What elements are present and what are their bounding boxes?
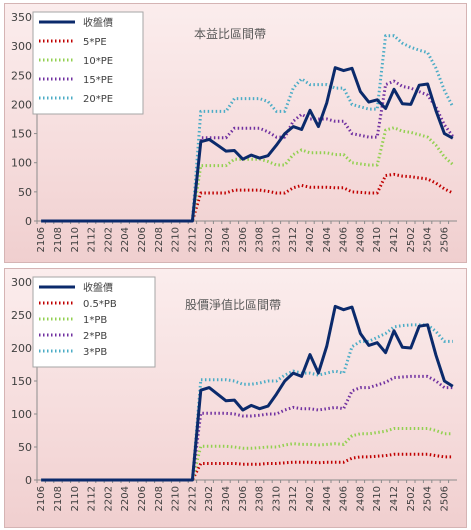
x-tick-label: 2202 bbox=[103, 227, 114, 252]
x-tick-label: 2210 bbox=[171, 486, 182, 511]
series-line-10*PE bbox=[41, 126, 454, 223]
x-tick-label: 2412 bbox=[389, 486, 400, 511]
x-tick-label: 2408 bbox=[355, 227, 366, 252]
x-tick-label: 2112 bbox=[87, 486, 98, 511]
y-tick-label: 50 bbox=[18, 441, 32, 454]
x-tick-label: 2312 bbox=[288, 486, 299, 511]
x-tick-label: 2404 bbox=[322, 227, 333, 252]
x-tick-label: 2408 bbox=[355, 486, 366, 511]
chart-title: 股價淨值比區間帶 bbox=[185, 297, 281, 312]
x-tick-label: 2202 bbox=[103, 486, 114, 511]
x-tick-label: 2306 bbox=[238, 486, 249, 511]
x-tick-label: 2312 bbox=[288, 227, 299, 252]
x-tick-label: 2412 bbox=[389, 227, 400, 252]
legend-label: 5*PE bbox=[83, 37, 107, 48]
x-tick-label: 2212 bbox=[187, 227, 198, 252]
x-tick-label: 2504 bbox=[423, 227, 434, 252]
x-tick-label: 2112 bbox=[87, 227, 98, 252]
x-tick-label: 2108 bbox=[53, 227, 64, 252]
pb-band-chart: 0 50 100 150 200 250 300 2106 2108 2110 2112 2202 22… bbox=[11, 276, 457, 511]
y-tick-label: 150 bbox=[11, 375, 32, 388]
legend-label: 10*PE bbox=[83, 56, 113, 67]
series-line-5*PE bbox=[41, 172, 454, 223]
y-tick-label: 200 bbox=[11, 98, 32, 111]
x-tick-label: 2308 bbox=[255, 227, 266, 252]
x-tick-label: 2210 bbox=[171, 227, 182, 252]
x-tick-label: 2406 bbox=[339, 486, 350, 511]
x-tick-label: 2108 bbox=[53, 486, 64, 511]
y-tick-label: 300 bbox=[11, 40, 32, 53]
y-tick-label: 150 bbox=[11, 128, 32, 141]
x-tick-label: 2402 bbox=[305, 486, 316, 511]
x-tick-label: 2502 bbox=[406, 227, 417, 252]
x-tick-label: 2404 bbox=[322, 486, 333, 511]
x-tick-label: 2110 bbox=[70, 486, 81, 511]
x-tick-label: 2406 bbox=[339, 227, 350, 252]
x-tick-label: 2106 bbox=[36, 227, 47, 252]
legend-label: 1*PB bbox=[83, 315, 107, 326]
pe-band-panel: 0 50 100 150 200 250 300 350 2106 2108 2110 2112 220… bbox=[4, 3, 467, 263]
y-tick-label: 50 bbox=[18, 186, 32, 199]
series-line-0.5*PB bbox=[41, 452, 453, 482]
series-line-收盤價 bbox=[41, 304, 454, 482]
y-tick-label: 100 bbox=[11, 408, 32, 421]
chart-title: 本益比區間帶 bbox=[194, 27, 266, 41]
x-tick-label: 2304 bbox=[221, 227, 232, 252]
x-tick-label: 2304 bbox=[221, 486, 232, 511]
legend-box bbox=[32, 276, 156, 368]
x-tick-label: 2308 bbox=[255, 486, 266, 511]
y-tick-label: 350 bbox=[11, 11, 32, 24]
series-line-2*PB bbox=[41, 374, 453, 482]
y-tick-label: 300 bbox=[11, 276, 32, 289]
x-tick-label: 2410 bbox=[372, 227, 383, 252]
x-tick-label: 2306 bbox=[238, 227, 249, 252]
legend-label: 收盤價 bbox=[83, 16, 113, 29]
y-tick-label: 200 bbox=[11, 342, 32, 355]
x-tick-label: 2504 bbox=[423, 486, 434, 511]
x-tick-label: 2208 bbox=[154, 227, 165, 252]
legend-label: 15*PE bbox=[83, 75, 113, 86]
y-tick-label: 0 bbox=[25, 474, 32, 487]
x-tick-label: 2204 bbox=[120, 227, 131, 252]
legend-label: 收盤價 bbox=[83, 281, 113, 294]
x-tick-label: 2502 bbox=[406, 486, 417, 511]
legend-label: 2*PB bbox=[83, 331, 107, 342]
y-tick-label: 250 bbox=[11, 69, 32, 82]
legend-label: 20*PE bbox=[83, 94, 113, 105]
x-tick-label: 2212 bbox=[187, 486, 198, 511]
x-tick-label: 2506 bbox=[439, 227, 450, 252]
x-tick-label: 2106 bbox=[36, 486, 47, 511]
y-tick-label: 100 bbox=[11, 157, 32, 170]
x-tick-label: 2402 bbox=[305, 227, 316, 252]
x-tick-label: 2110 bbox=[70, 227, 81, 252]
x-tick-label: 2310 bbox=[271, 486, 282, 511]
x-tick-label: 2310 bbox=[271, 227, 282, 252]
x-tick-label: 2206 bbox=[137, 227, 148, 252]
y-tick-label: 0 bbox=[25, 215, 32, 228]
x-tick-label: 2206 bbox=[137, 486, 148, 511]
y-tick-label: 250 bbox=[11, 309, 32, 322]
x-tick-label: 2410 bbox=[372, 486, 383, 511]
x-tick-label: 2302 bbox=[204, 227, 215, 252]
x-tick-label: 2302 bbox=[204, 486, 215, 511]
legend-label: 0.5*PB bbox=[83, 299, 117, 310]
x-tick-label: 2204 bbox=[120, 486, 131, 511]
legend-label: 3*PB bbox=[83, 347, 107, 358]
pb-band-panel: 0 50 100 150 200 250 300 2106 2108 2110 2112 2202 22… bbox=[4, 268, 467, 528]
x-tick-label: 2506 bbox=[439, 486, 450, 511]
pe-band-chart: 0 50 100 150 200 250 300 350 2106 2108 2110 2112 220… bbox=[11, 11, 457, 252]
x-tick-label: 2208 bbox=[154, 486, 165, 511]
series-line-收盤價 bbox=[41, 66, 454, 223]
